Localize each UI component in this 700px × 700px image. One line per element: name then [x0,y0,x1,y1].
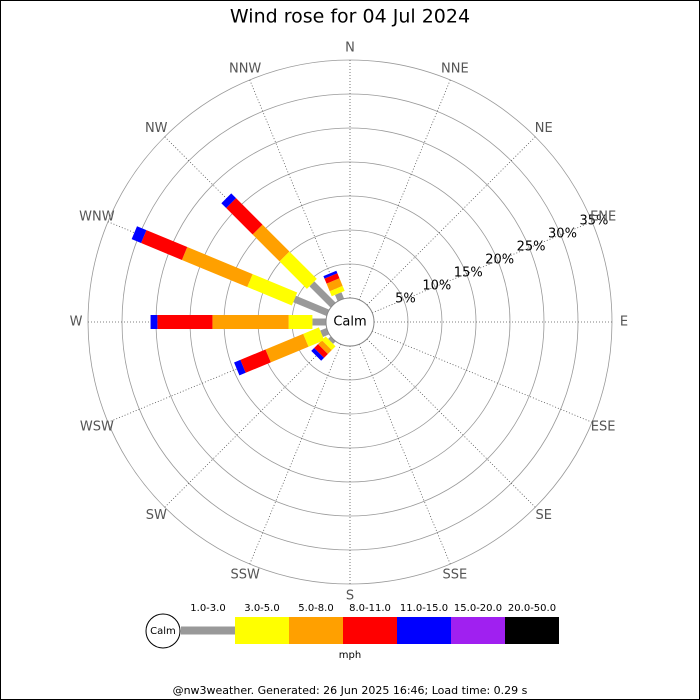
r-tick-label: 35% [579,213,608,228]
bar-segment [320,327,330,338]
direction-label: NNW [229,61,261,76]
legend-swatch [181,626,235,635]
legend-swatch [343,617,397,644]
bar-segment [221,193,237,209]
legend-swatch [397,617,451,644]
r-tick-label: 25% [517,239,546,254]
spoke [358,79,451,300]
spoke [249,79,342,300]
direction-label: ESE [591,419,616,434]
chart-title: Wind rose for 04 Jul 2024 [230,6,470,28]
bar-segment [141,230,188,260]
direction-label: SE [536,508,552,523]
bar-segment [240,349,271,373]
direction-label: SSW [230,568,260,583]
bar-segment [334,292,345,302]
direction-label: NW [145,121,168,136]
bar-segment [265,333,309,363]
direction-label: NE [535,121,553,136]
bar-segment [323,270,338,279]
spoke [366,338,536,508]
spoke [249,344,342,565]
bar-segment [293,295,330,317]
bar-segment [252,224,290,262]
bar-segment [326,278,343,292]
bar-segment [226,198,263,235]
r-tick-label: 30% [548,226,577,241]
spoke [372,221,593,314]
direction-label: W [70,315,83,330]
direction-label: ENE [590,210,616,225]
legend-label: 8.0-11.0 [349,603,391,614]
legend-unit: mph [339,650,361,661]
direction-label: S [346,589,354,604]
direction-label: SW [146,508,167,523]
bar-segment [234,359,246,376]
legend-label: 3.0-5.0 [244,603,279,614]
bar-segment [181,247,253,288]
bar-segment [311,347,325,361]
calm-label: Calm [333,315,366,330]
legend-label: 20.0-50.0 [508,603,556,614]
bar-segment [324,273,340,284]
r-tick-label: 15% [454,266,483,281]
bar-segment [303,327,325,347]
bar-segment [309,281,336,308]
legend-calm-label: Calm [150,626,176,637]
spoke [372,330,593,423]
legend-label: 15.0-20.0 [454,603,502,614]
direction-label: NNE [441,61,469,76]
legend-label: 1.0-3.0 [190,603,225,614]
legend-swatch [451,617,505,644]
direction-label: E [620,315,628,330]
bar-segment [328,336,336,344]
legend-calm-circle [145,613,181,649]
bar-segment [131,226,147,244]
spoke [164,338,334,508]
bar-segment [279,251,317,289]
direction-label: WSW [80,419,114,434]
direction-label: N [345,41,355,56]
spoke [358,344,451,565]
direction-label: WNW [79,210,115,225]
legend-swatch [505,617,559,644]
bar-segment [329,285,345,297]
bar-segment [317,340,332,355]
legend-swatch [235,617,289,644]
footer: @nw3weather. Generated: 26 Jun 2025 16:4… [173,684,528,697]
spoke [366,136,536,306]
calm-circle [325,297,375,347]
bar-segment [321,336,336,351]
legend-label: 5.0-8.0 [298,603,333,614]
legend-label: 11.0-15.0 [400,603,448,614]
legend-swatch [289,617,343,644]
bar-segment [247,274,298,306]
direction-label: SSE [442,568,467,583]
bar-segment [314,344,328,358]
